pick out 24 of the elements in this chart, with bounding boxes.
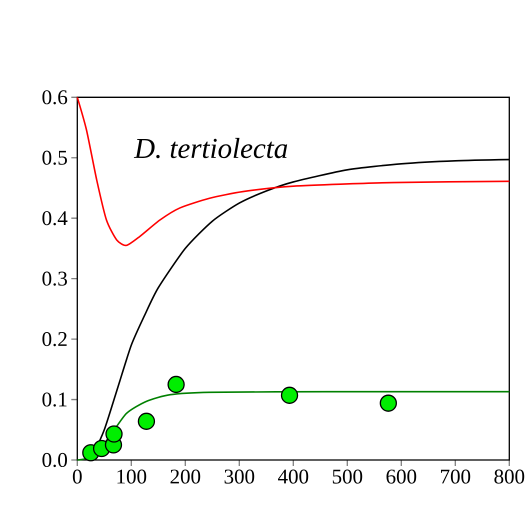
y-tick-label: 0.6 (42, 90, 68, 104)
y-tick-label: 0.3 (42, 272, 67, 286)
x-tick-label: 400 (278, 470, 308, 484)
x-tick-label: 100 (117, 470, 146, 484)
line-series (76, 390, 510, 461)
y-tick-label: 0.1 (42, 392, 67, 407)
x-tick-label: 800 (494, 470, 524, 484)
line-series (76, 96, 510, 246)
x-tick-label: 0 (72, 470, 82, 484)
y-tick-label: 0.4 (42, 211, 68, 226)
x-tick-label: 700 (440, 470, 470, 484)
point (167, 376, 185, 394)
point (138, 412, 156, 430)
point (105, 425, 123, 443)
x-tick-label: 200 (170, 470, 200, 484)
point (280, 386, 298, 404)
x-tick-label: 600 (386, 470, 416, 484)
x-tick-label: 300 (224, 470, 254, 484)
point (380, 394, 397, 412)
x-tick-label: 500 (332, 470, 362, 484)
y-tick-label: 0.2 (42, 332, 67, 346)
y-tick-label: 0.0 (42, 452, 67, 468)
text: D. tertiolecta (134, 138, 288, 158)
y-tick-label: 0.5 (42, 150, 67, 165)
